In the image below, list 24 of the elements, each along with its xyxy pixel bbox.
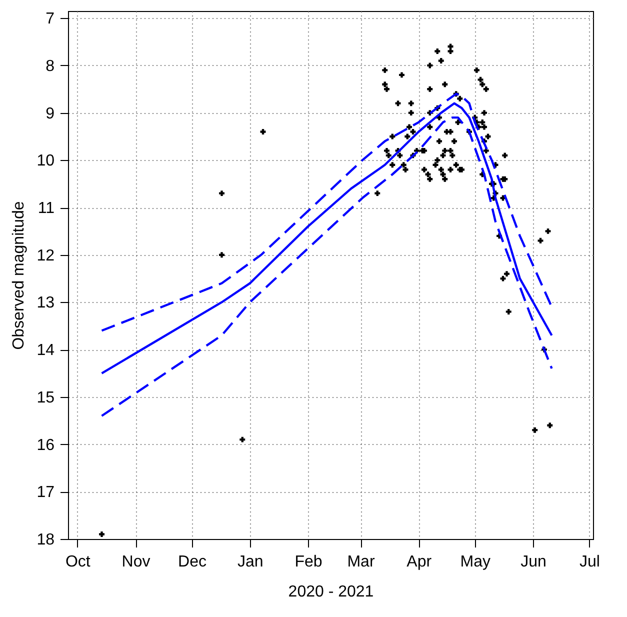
x-tick-label: Jul xyxy=(580,554,600,570)
x-tick-label: Jun xyxy=(520,554,546,570)
x-tick-label: Mar xyxy=(347,554,376,570)
y-tick-label: 8 xyxy=(46,58,55,75)
y-tick-label: 17 xyxy=(36,484,55,502)
y-tick-label: 9 xyxy=(46,105,55,122)
x-tick-label: Oct xyxy=(65,554,91,570)
y-tick-label: 12 xyxy=(36,247,55,264)
y-tick-label: 18 xyxy=(36,532,55,548)
x-tick-label: Dec xyxy=(178,554,206,570)
y-tick-label: 11 xyxy=(38,200,55,218)
x-tick-label: Feb xyxy=(294,554,322,570)
x-tick-label: May xyxy=(460,554,490,570)
x-tick-label: Jan xyxy=(237,554,264,570)
y-tick-label: 7 xyxy=(46,10,55,28)
y-axis-title: Observed magnitude xyxy=(10,201,28,350)
y-tick-label: 14 xyxy=(36,342,55,360)
x-tick-label: Apr xyxy=(406,554,432,570)
y-tick-label: 10 xyxy=(36,152,55,170)
y-tick-label: 15 xyxy=(36,389,55,406)
x-axis-title: 2020 - 2021 xyxy=(288,584,374,600)
y-tick-label: 16 xyxy=(36,436,55,454)
y-tick-label: 13 xyxy=(36,294,55,312)
x-tick-label: Nov xyxy=(122,554,150,570)
